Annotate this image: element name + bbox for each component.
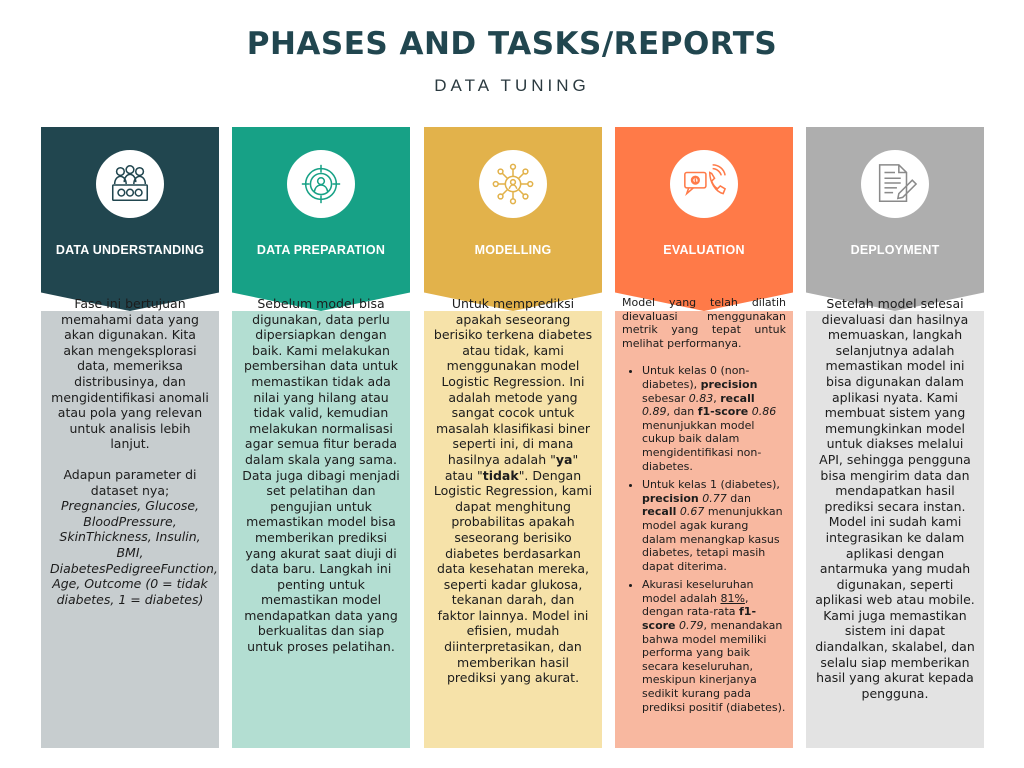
target-icon [287,150,355,218]
paragraph: Setelah model selesai dievaluasi dan has… [815,296,975,701]
page-subtitle: DATA TUNING [434,76,590,95]
document-pen-icon [861,150,929,218]
list-item: Untuk kelas 0 (non-diabetes), precision … [642,364,786,473]
phase-body [424,311,602,748]
phase-label: DATA UNDERSTANDING [55,243,205,257]
phase-body [615,311,793,748]
metrics-list: Untuk kelas 0 (non-diabetes), precision … [622,364,786,714]
phase-description: Fase ini bertujuan memahami data yang ak… [50,296,218,607]
page-title: PHASES AND TASKS/REPORTS [246,26,778,62]
list-item: Untuk kelas 1 (diabetes), precision 0.77… [642,478,786,573]
paragraph: Model yang telah dilatih dievaluasi meng… [622,296,786,350]
phase-label: MODELLING [474,243,552,257]
phase-body [806,311,984,748]
phase-description: Untuk memprediksi apakah seseorang beris… [433,296,593,686]
phase-modelling: MODELLING Untuk memprediksi apakah seseo… [424,127,602,748]
phase-body [232,311,410,748]
phase-label: DATA PREPARATION [256,243,386,257]
list-item: Akurasi keseluruhan model adalah 81%, de… [642,578,786,714]
network-icon [479,150,547,218]
paragraph: Fase ini bertujuan memahami data yang ak… [51,296,209,452]
params-lead: Adapun parameter di dataset nya; [63,466,197,498]
phase-data-understanding: DATA UNDERSTANDING Fase ini bertujuan me… [41,127,219,748]
paragraph: Sebelum model bisa digunakan, data perlu… [242,296,400,655]
contact-icon [670,150,738,218]
params-list: Pregnancies, Glucose, BloodPressure, Ski… [50,498,218,607]
phase-description: Model yang telah dilatih dievaluasi meng… [622,296,786,719]
phase-body [41,311,219,748]
phase-description: Setelah model selesai dievaluasi dan has… [815,296,975,701]
phase-label: EVALUATION [663,243,745,257]
paragraph: Untuk memprediksi apakah seseorang beris… [433,296,593,686]
phase-evaluation: EVALUATION Model yang telah dilatih diev… [615,127,793,748]
phase-data-preparation: DATA PREPARATION Sebelum model bisa digu… [232,127,410,748]
phase-description: Sebelum model bisa digunakan, data perlu… [241,296,401,670]
team-data-icon [96,150,164,218]
phase-deployment: DEPLOYMENT Setelah model selesai dievalu… [806,127,984,748]
phase-label: DEPLOYMENT [850,243,940,257]
